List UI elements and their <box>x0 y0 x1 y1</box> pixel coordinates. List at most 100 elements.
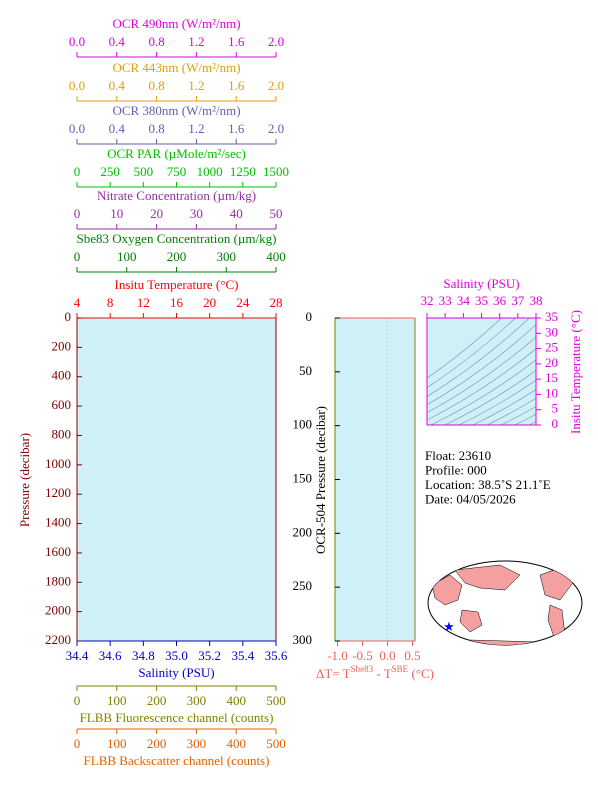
float-location-marker: ★ <box>443 619 455 634</box>
x-tick-label: 38 <box>530 293 543 308</box>
y-tick-label: 1600 <box>45 544 71 559</box>
difference-plot-area <box>335 318 415 641</box>
x-tick-label: -0.5 <box>352 648 373 663</box>
y-axis-title: Pressure (decibar) <box>17 433 32 527</box>
y-tick-label: 200 <box>293 524 313 539</box>
y-tick-label: 20 <box>545 355 558 370</box>
x-tick-label: 10 <box>110 206 123 221</box>
y-tick-label: 10 <box>545 385 558 400</box>
contour-line <box>427 318 530 397</box>
y-tick-label: 800 <box>52 426 72 441</box>
x-tick-label: 1.2 <box>188 121 204 136</box>
x-tick-label: 100 <box>117 249 137 264</box>
y-tick-label: 0 <box>65 309 72 324</box>
x-tick-label: 34.6 <box>99 648 122 663</box>
x-axis-title: ΔT= TSbe83 - TSBE (°C) <box>316 664 434 681</box>
x-tick-label: 0.0 <box>69 34 85 49</box>
x-tick-label: 40 <box>230 206 243 221</box>
x-tick-label: 1500 <box>263 164 289 179</box>
x-tick-label: 50 <box>270 206 283 221</box>
x-tick-label: 500 <box>134 164 154 179</box>
land <box>459 609 483 633</box>
x-axis-title-part: (°C) <box>408 666 434 681</box>
x-tick-label: 200 <box>167 249 187 264</box>
info-line: Date: 04/05/2026 <box>425 491 516 506</box>
x-axis-title: FLBB Backscatter channel (counts) <box>84 753 270 768</box>
x-tick-label: 100 <box>107 693 127 708</box>
info-line: Location: 38.5˚S 21.1˚E <box>425 477 551 492</box>
x-tick-label: 20 <box>150 206 163 221</box>
x-tick-label: 0 <box>74 164 81 179</box>
info-line: Profile: 000 <box>425 462 487 477</box>
x-tick-label: 2.0 <box>268 34 284 49</box>
info-line: Float: 23610 <box>425 448 491 463</box>
x-axis-title: OCR 490nm (W/m²/nm) <box>112 16 240 31</box>
y-tick-label: 1400 <box>45 515 71 530</box>
x-tick-label: 0.8 <box>148 121 164 136</box>
x-tick-label: 300 <box>187 693 207 708</box>
x-tick-label: 300 <box>187 736 207 751</box>
y-tick-label: 300 <box>293 632 313 647</box>
x-tick-label: 1.6 <box>228 121 245 136</box>
x-tick-label: 0 <box>74 693 81 708</box>
y-tick-label: 150 <box>293 470 313 485</box>
x-axis-title: Insitu Temperature (°C) <box>115 277 239 292</box>
world-map: ★ <box>427 560 583 646</box>
contour-line <box>427 318 516 388</box>
y-tick-label: 25 <box>545 340 558 355</box>
contour-line <box>528 421 536 425</box>
x-axis-title-part: SBE <box>392 664 409 674</box>
x-axis-title: OCR 443nm (W/m²/nm) <box>112 60 240 75</box>
x-tick-label: 2.0 <box>268 121 284 136</box>
x-tick-label: 33 <box>439 293 452 308</box>
contour-line <box>430 359 536 425</box>
x-axis-title-part: Sbe83 <box>351 664 374 674</box>
x-tick-label: 0.0 <box>69 121 85 136</box>
y-axis-title: OCR-504 Pressure (decibar) <box>313 406 328 554</box>
x-tick-label: 0.0 <box>69 78 85 93</box>
x-tick-label: 4 <box>74 295 81 310</box>
y-tick-label: 200 <box>52 338 72 353</box>
x-tick-label: 400 <box>226 693 246 708</box>
x-tick-label: 0.8 <box>148 78 164 93</box>
x-tick-label: 500 <box>266 736 286 751</box>
x-tick-label: 35.4 <box>231 648 254 663</box>
x-tick-label: 34.4 <box>66 648 89 663</box>
x-tick-label: 34.8 <box>132 648 155 663</box>
x-axis-title: FLBB Fluorescence channel (counts) <box>80 710 274 725</box>
x-tick-label: 1.6 <box>228 34 245 49</box>
x-tick-label: 250 <box>100 164 120 179</box>
x-tick-label: 12 <box>137 295 150 310</box>
x-tick-label: 1.2 <box>188 34 204 49</box>
x-tick-label: 28 <box>270 295 283 310</box>
y-tick-label: 0 <box>552 416 559 431</box>
contour-line <box>472 389 536 425</box>
contour-line <box>427 318 502 379</box>
contour-line <box>486 397 536 425</box>
density-contours <box>427 318 536 425</box>
x-tick-label: 16 <box>170 295 184 310</box>
x-tick-label: 0 <box>74 206 81 221</box>
x-axis-title: Salinity (PSU) <box>138 665 214 680</box>
y-tick-label: 2000 <box>45 603 71 618</box>
x-axis-title: OCR 380nm (W/m²/nm) <box>112 103 240 118</box>
y-tick-label: 50 <box>299 363 312 378</box>
land <box>469 639 541 645</box>
x-tick-label: 0.0 <box>379 648 395 663</box>
ts-plot-area <box>427 318 536 425</box>
x-tick-label: 2.0 <box>268 78 284 93</box>
x-tick-label: 0.4 <box>109 121 126 136</box>
y-tick-label: 600 <box>52 397 72 412</box>
contour-line <box>458 379 536 425</box>
x-tick-label: 200 <box>147 693 167 708</box>
profile-plot-area <box>77 318 276 641</box>
x-tick-label: 8 <box>107 295 114 310</box>
x-tick-label: 400 <box>266 249 286 264</box>
y-axis-title: Insitu Temperature (°C) <box>568 310 583 434</box>
x-tick-label: 36 <box>493 293 507 308</box>
x-tick-label: 0.4 <box>109 78 126 93</box>
x-axis-title-part: ΔT= T <box>316 666 351 681</box>
x-tick-label: 1000 <box>197 164 223 179</box>
x-tick-label: 100 <box>107 736 127 751</box>
